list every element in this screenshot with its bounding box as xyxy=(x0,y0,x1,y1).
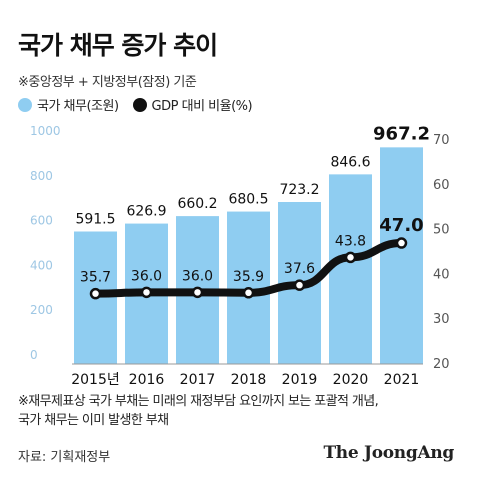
ratio-point xyxy=(344,251,357,264)
legend-swatch-line xyxy=(132,97,147,112)
bar-value-label: 626.9 xyxy=(126,204,166,220)
x-axis-tick: 2020 xyxy=(333,372,369,388)
ratio-value-label: 36.0 xyxy=(182,268,213,284)
ratio-point xyxy=(395,237,408,249)
source-text: 자료: 기획재정부 xyxy=(18,450,111,465)
left-axis-tick: 0 xyxy=(30,348,38,362)
bar-value-label: 660.2 xyxy=(177,196,217,212)
ratio-point xyxy=(89,287,102,300)
x-axis-tick: 2017 xyxy=(180,372,216,388)
footnote-line-1: ※재무제표상 국가 부채는 미래의 재정부담 요인까지 보는 포괄적 개념, xyxy=(18,394,379,409)
legend-label-ratio: GDP 대비 비율(%) xyxy=(151,99,253,114)
bar-value-label: 846.6 xyxy=(330,154,370,170)
x-axis-tick: 2015년 xyxy=(71,372,120,388)
legend: 국가 채무(조원) GDP 대비 비율(%) xyxy=(18,95,266,114)
x-axis-tick: 2019 xyxy=(282,372,318,388)
x-axis-tick: 2021 xyxy=(384,372,420,388)
chart-title: 국가 채무 증가 추이 xyxy=(18,31,218,60)
ratio-point xyxy=(242,287,255,299)
bar xyxy=(329,174,372,364)
brand-logo: The JoongAng xyxy=(323,443,454,463)
bar-value-label: 723.2 xyxy=(279,182,319,198)
ratio-value-label: 47.0 xyxy=(379,215,423,236)
right-axis-tick: 50 xyxy=(433,223,450,238)
left-axis-tick: 600 xyxy=(30,214,53,228)
footnote: ※재무제표상 국가 부채는 미래의 재정부담 요인까지 보는 포괄적 개념, 국… xyxy=(18,392,468,430)
x-axis-tick: 2018 xyxy=(231,372,267,388)
chart-subtitle: ※중앙정부 + 지방정부(잠정) 기준 xyxy=(18,75,197,90)
right-axis-tick: 40 xyxy=(433,267,450,282)
left-axis-tick: 400 xyxy=(30,258,53,272)
legend-item-debt: 국가 채무(조원) xyxy=(18,95,119,114)
ratio-point xyxy=(293,279,306,291)
left-axis-tick: 800 xyxy=(30,169,53,183)
ratio-value-label: 37.6 xyxy=(284,261,315,277)
legend-item-ratio: GDP 대비 비율(%) xyxy=(132,95,253,114)
bar-value-label: 680.5 xyxy=(228,192,268,208)
ratio-value-label: 36.0 xyxy=(131,268,162,284)
footnote-line-2: 국가 채무는 이미 발생한 부채 xyxy=(18,413,169,428)
left-axis-tick: 1000 xyxy=(30,124,61,138)
legend-label-debt: 국가 채무(조원) xyxy=(37,99,119,114)
left-axis-tick: 200 xyxy=(30,303,53,317)
ratio-point xyxy=(191,286,204,299)
bar xyxy=(380,147,423,364)
ratio-point xyxy=(140,286,153,299)
right-axis-tick: 20 xyxy=(433,357,450,372)
bar-value-label: 591.5 xyxy=(75,212,115,228)
right-axis-tick: 30 xyxy=(433,312,450,327)
bar-value-label: 967.2 xyxy=(373,123,430,144)
ratio-value-label: 35.9 xyxy=(233,269,264,285)
right-axis-tick: 60 xyxy=(433,178,450,193)
x-axis-tick: 2016 xyxy=(129,372,165,388)
ratio-value-label: 43.8 xyxy=(335,233,366,249)
legend-swatch-bar xyxy=(18,97,32,112)
right-axis-tick: 70 xyxy=(433,133,450,148)
ratio-value-label: 35.7 xyxy=(80,270,111,286)
